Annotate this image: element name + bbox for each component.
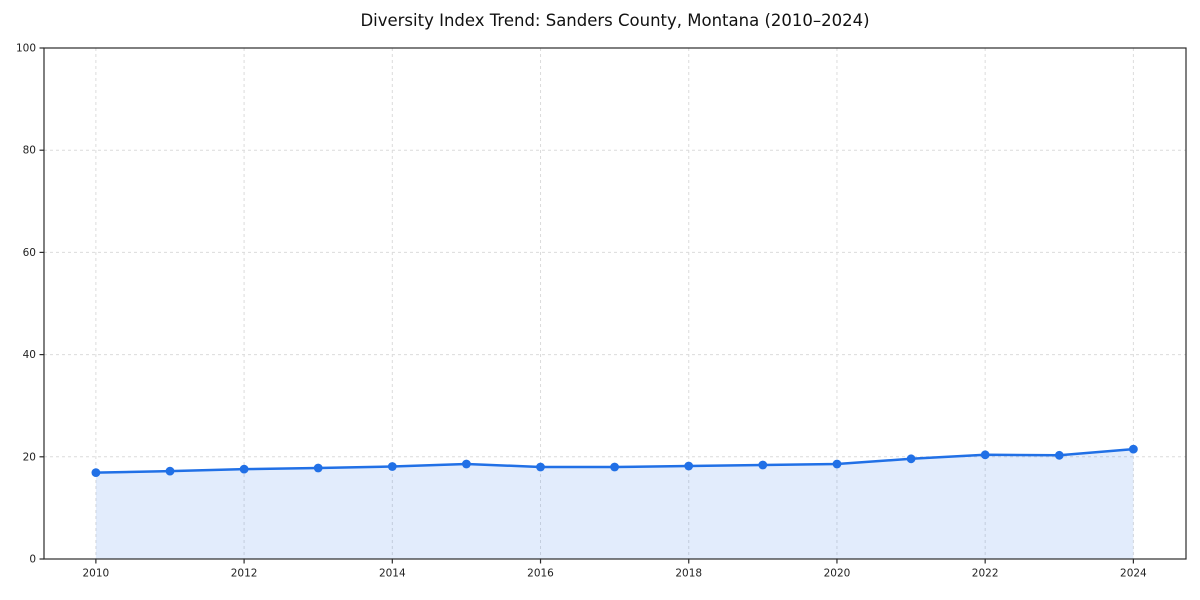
- x-tick-label: 2016: [527, 568, 554, 580]
- data-point: [91, 468, 101, 477]
- data-point: [906, 454, 916, 464]
- data-point: [684, 461, 694, 471]
- x-tick-label: 2020: [824, 568, 851, 580]
- y-tick-label: 100: [16, 42, 36, 54]
- x-tick-label: 2024: [1120, 568, 1147, 580]
- chart-title: Diversity Index Trend: Sanders County, M…: [360, 11, 870, 30]
- plot-border: [43, 47, 1187, 560]
- data-point: [610, 462, 619, 472]
- data-point: [387, 462, 397, 471]
- y-tick-label: 20: [23, 451, 36, 463]
- data-point: [832, 459, 842, 469]
- y-tick-label: 0: [29, 553, 36, 565]
- data-point: [980, 450, 990, 460]
- x-tick-label: 2022: [972, 568, 999, 580]
- data-point: [462, 459, 471, 469]
- data-point: [1054, 450, 1064, 460]
- data-point: [239, 464, 249, 474]
- x-tick-label: 2010: [83, 568, 110, 580]
- x-tick-label: 2018: [675, 568, 702, 580]
- data-point: [536, 462, 545, 472]
- y-tick-label: 40: [23, 349, 36, 361]
- x-tick-label: 2012: [231, 568, 258, 580]
- data-point: [165, 466, 175, 476]
- y-tick-label: 60: [23, 247, 36, 259]
- data-point: [758, 460, 768, 470]
- y-tick-label: 80: [23, 145, 36, 157]
- data-point: [1129, 444, 1138, 454]
- data-point: [313, 463, 323, 473]
- x-tick-label: 2014: [379, 568, 406, 580]
- series-area-fill: [95, 449, 1134, 559]
